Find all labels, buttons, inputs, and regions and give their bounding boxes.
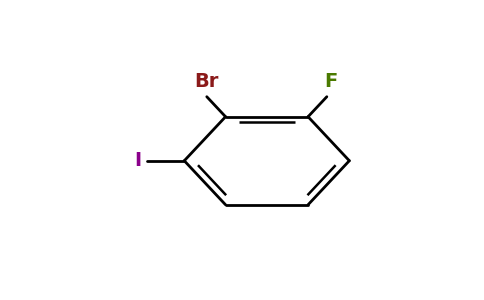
Text: F: F xyxy=(324,72,337,91)
Text: I: I xyxy=(134,151,141,170)
Text: Br: Br xyxy=(195,72,219,91)
